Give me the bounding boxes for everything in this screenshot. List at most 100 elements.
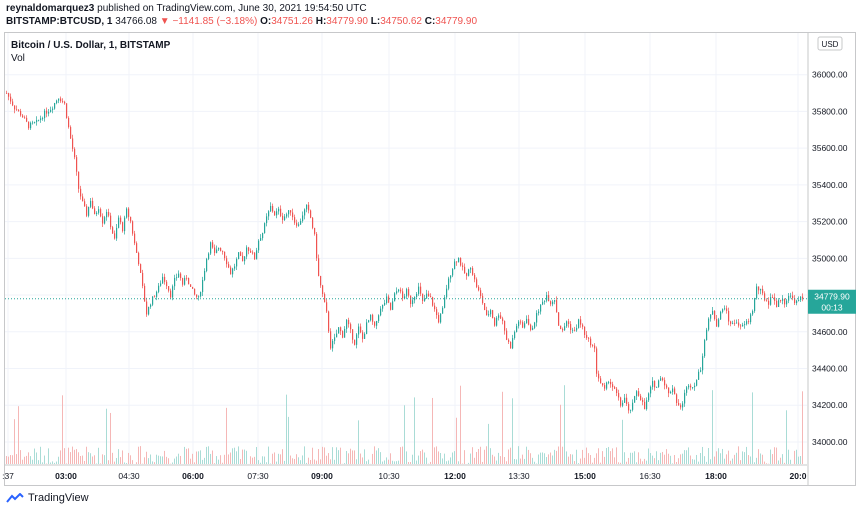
candle-body bbox=[474, 274, 476, 280]
candle-body bbox=[360, 326, 362, 333]
volume-bar bbox=[518, 446, 519, 464]
volume-bar bbox=[232, 448, 233, 464]
volume-bar bbox=[476, 451, 477, 464]
volume-bar bbox=[646, 460, 647, 464]
published-text: published on TradingView.com, June 30, 2… bbox=[97, 3, 367, 14]
volume-bar bbox=[558, 446, 559, 464]
candle-body bbox=[588, 337, 590, 339]
candle-body bbox=[674, 388, 676, 395]
volume-bar bbox=[726, 454, 727, 464]
candle-body bbox=[142, 272, 144, 286]
candle-body bbox=[86, 206, 88, 216]
candle-body bbox=[564, 326, 566, 331]
volume-bar bbox=[530, 453, 531, 464]
volume-bar bbox=[388, 459, 389, 464]
candle-body bbox=[182, 278, 184, 285]
candle-body bbox=[30, 122, 32, 129]
publish-line: reynaldomarquez3 published on TradingVie… bbox=[6, 3, 367, 14]
candle-body bbox=[600, 378, 602, 384]
volume-bar bbox=[78, 452, 79, 464]
candle-body bbox=[722, 309, 724, 312]
volume-bar bbox=[50, 462, 51, 464]
volume-bar bbox=[600, 462, 601, 464]
candle-body bbox=[562, 328, 564, 331]
volume-bar bbox=[606, 447, 607, 464]
candle-body bbox=[240, 252, 242, 256]
volume-bar bbox=[532, 457, 533, 464]
volume-bar bbox=[678, 458, 679, 464]
volume-bar bbox=[290, 455, 291, 464]
volume-bar bbox=[444, 453, 445, 464]
volume-bar bbox=[294, 458, 295, 464]
candle-body bbox=[630, 409, 632, 411]
volume-bar bbox=[550, 452, 551, 464]
x-tick-label: 20:0 bbox=[789, 471, 806, 481]
candle-body bbox=[652, 381, 654, 387]
volume-bar bbox=[402, 446, 403, 464]
candle-body bbox=[788, 295, 790, 301]
author-name[interactable]: reynaldomarquez3 bbox=[6, 3, 95, 14]
volume-bar bbox=[320, 459, 321, 464]
candle-body bbox=[114, 233, 116, 239]
currency-badge[interactable]: USD bbox=[822, 40, 839, 49]
candle-body bbox=[728, 310, 730, 322]
volume-bar bbox=[732, 458, 733, 464]
candle-body bbox=[762, 288, 764, 294]
candle-body bbox=[786, 300, 788, 305]
candle-body bbox=[702, 356, 704, 371]
candle-body bbox=[506, 330, 508, 340]
volume-bar bbox=[266, 462, 267, 464]
candle-body bbox=[748, 321, 750, 323]
candle-body bbox=[704, 340, 706, 357]
volume-bar bbox=[644, 458, 645, 464]
close-value: 34779.90 bbox=[435, 16, 478, 27]
volume-bar bbox=[520, 458, 521, 464]
volume-bar bbox=[162, 456, 163, 464]
volume-bar bbox=[236, 451, 237, 464]
volume-bar bbox=[688, 447, 689, 464]
price-tag-countdown: 00:13 bbox=[821, 303, 843, 313]
x-tick-label: 04:30 bbox=[118, 471, 140, 481]
volume-bar bbox=[26, 455, 27, 464]
candle-body bbox=[726, 308, 728, 311]
volume-bar bbox=[738, 446, 739, 464]
volume-bar bbox=[434, 447, 435, 464]
volume-bar bbox=[404, 405, 405, 464]
footer-brand[interactable]: TradingView bbox=[6, 492, 89, 504]
volume-bar bbox=[184, 446, 185, 464]
volume-bar bbox=[588, 453, 589, 464]
volume-bar bbox=[40, 446, 41, 464]
volume-bar bbox=[240, 458, 241, 464]
candle-body bbox=[108, 211, 110, 216]
candle-body bbox=[384, 302, 386, 305]
candle-body bbox=[730, 321, 732, 324]
volume-bar bbox=[194, 462, 195, 464]
candle-body bbox=[324, 294, 326, 303]
volume-bar bbox=[108, 460, 109, 464]
candle-body bbox=[624, 397, 626, 403]
candle-body bbox=[348, 319, 350, 325]
candle-body bbox=[118, 217, 120, 228]
candle-body bbox=[522, 322, 524, 328]
volume-bar bbox=[418, 455, 419, 464]
volume-bar bbox=[642, 461, 643, 464]
volume-bar bbox=[328, 453, 329, 464]
currency-badge-box[interactable] bbox=[817, 36, 843, 51]
candle-body bbox=[300, 221, 302, 225]
candle-body bbox=[10, 96, 12, 102]
candle-body bbox=[244, 256, 246, 262]
candle-body bbox=[528, 318, 530, 325]
volume-bar bbox=[364, 449, 365, 464]
volume-bar bbox=[628, 457, 629, 464]
candle-body bbox=[120, 217, 122, 223]
candle-body bbox=[754, 298, 756, 312]
volume-bar bbox=[260, 462, 261, 464]
candle-body bbox=[460, 257, 462, 266]
candle-body bbox=[654, 381, 656, 388]
volume-bar bbox=[354, 450, 355, 464]
volume-bar bbox=[796, 449, 797, 464]
volume-bar bbox=[226, 407, 227, 464]
volume-bar bbox=[652, 455, 653, 464]
volume-bar bbox=[206, 446, 207, 464]
